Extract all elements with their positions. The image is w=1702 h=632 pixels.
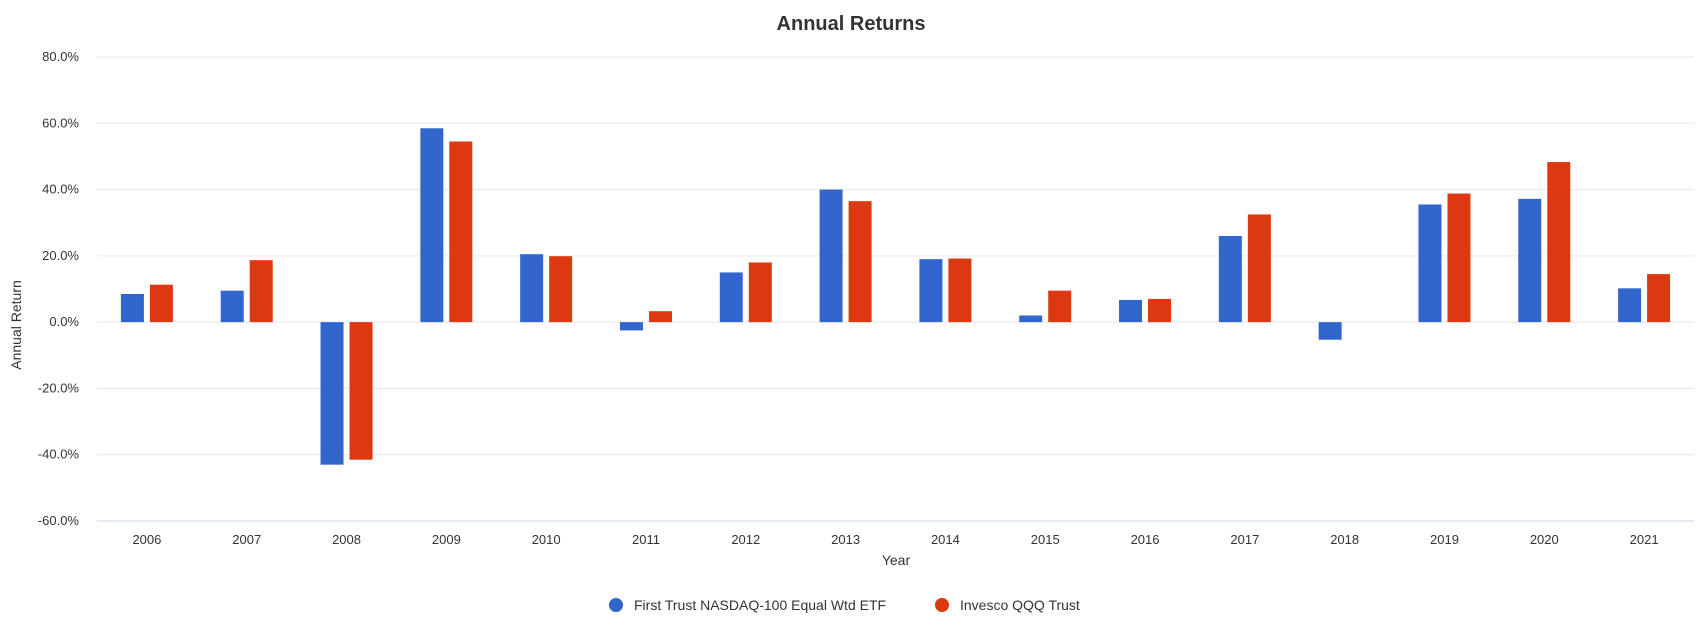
bar-series-2-2019[interactable] xyxy=(1447,193,1471,323)
bar-series-2-2016[interactable] xyxy=(1148,298,1172,323)
bar-series-2-2008[interactable] xyxy=(349,322,373,460)
y-tick-label: 0.0% xyxy=(49,314,79,329)
x-tick-label: 2019 xyxy=(1430,532,1459,547)
bar-series-2-2010[interactable] xyxy=(549,256,573,323)
x-tick-label: 2012 xyxy=(731,532,760,547)
bar-series-2-2015[interactable] xyxy=(1048,290,1072,323)
bar-series-1-2014[interactable] xyxy=(919,259,943,323)
bar-series-2-2021[interactable] xyxy=(1647,274,1671,323)
bars xyxy=(120,128,1671,465)
x-tick-label: 2018 xyxy=(1330,532,1359,547)
y-tick-label: -20.0% xyxy=(38,380,80,395)
x-tick-label: 2011 xyxy=(632,532,660,547)
bar-series-2-2011[interactable] xyxy=(648,311,672,323)
bar-series-1-2008[interactable] xyxy=(320,322,344,465)
bar-series-1-2020[interactable] xyxy=(1518,198,1542,323)
y-axis-title: Annual Return xyxy=(8,280,24,370)
x-tick-label: 2015 xyxy=(1031,532,1060,547)
bar-series-1-2012[interactable] xyxy=(719,272,743,323)
x-axis-tick-labels: 2006 2007 2008 2009 2010 2011 2012 2013 2014 2015… xyxy=(132,532,1658,547)
x-tick-label: 2008 xyxy=(332,532,361,547)
bar-series-1-2017[interactable] xyxy=(1218,235,1242,323)
x-tick-label: 2010 xyxy=(532,532,561,547)
x-tick-label: 2017 xyxy=(1230,532,1259,547)
y-tick-label: -60.0% xyxy=(38,513,80,528)
x-tick-label: 2013 xyxy=(831,532,860,547)
y-tick-label: -40.0% xyxy=(38,447,80,462)
x-tick-label: 2009 xyxy=(432,532,461,547)
chart-title: Annual Returns xyxy=(777,13,926,35)
bar-series-2-2009[interactable] xyxy=(449,141,473,323)
y-axis-tick-labels: 80.0% 60.0% 40.0% 20.0% 0.0% -20.0% -40.0% -60.… xyxy=(38,49,80,528)
y-tick-label: 60.0% xyxy=(42,115,79,130)
x-tick-label: 2020 xyxy=(1530,532,1559,547)
legend-marker-series-2[interactable] xyxy=(935,598,949,612)
bar-series-2-2012[interactable] xyxy=(748,262,772,323)
bar-series-1-2019[interactable] xyxy=(1418,204,1442,323)
x-tick-label: 2006 xyxy=(132,532,161,547)
bar-series-2-2017[interactable] xyxy=(1247,214,1271,323)
y-tick-label: 80.0% xyxy=(42,49,79,64)
bar-series-2-2020[interactable] xyxy=(1547,162,1571,323)
legend-label-series-1[interactable]: First Trust NASDAQ-100 Equal Wtd ETF xyxy=(634,597,886,613)
bar-series-2-2007[interactable] xyxy=(249,260,273,323)
bar-series-1-2021[interactable] xyxy=(1618,288,1642,323)
bar-series-1-2010[interactable] xyxy=(520,254,544,323)
bar-series-1-2006[interactable] xyxy=(120,293,144,323)
legend: First Trust NASDAQ-100 Equal Wtd ETF Inve… xyxy=(609,597,1080,613)
bar-series-2-2013[interactable] xyxy=(848,201,872,323)
bar-series-1-2009[interactable] xyxy=(420,128,444,323)
y-tick-label: 40.0% xyxy=(42,182,79,197)
x-axis-title: Year xyxy=(882,552,911,568)
bar-series-1-2016[interactable] xyxy=(1119,299,1143,323)
y-tick-label: 20.0% xyxy=(42,248,79,263)
x-tick-label: 2007 xyxy=(232,532,261,547)
legend-label-series-2[interactable]: Invesco QQQ Trust xyxy=(960,597,1080,613)
x-tick-label: 2016 xyxy=(1131,532,1160,547)
bar-series-1-2018[interactable] xyxy=(1318,322,1342,340)
bar-series-2-2014[interactable] xyxy=(948,258,972,323)
x-tick-label: 2021 xyxy=(1630,532,1659,547)
x-tick-label: 2014 xyxy=(931,532,960,547)
bar-series-2-2006[interactable] xyxy=(149,284,173,323)
bar-series-1-2011[interactable] xyxy=(619,322,643,331)
legend-marker-series-1[interactable] xyxy=(609,598,623,612)
bar-series-1-2007[interactable] xyxy=(220,290,244,323)
bar-series-1-2013[interactable] xyxy=(819,189,843,323)
bar-series-1-2015[interactable] xyxy=(1019,315,1043,323)
